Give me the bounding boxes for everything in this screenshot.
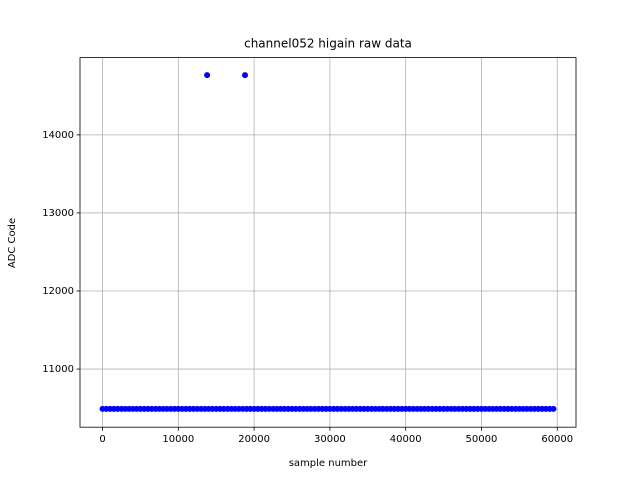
- plot-frame: [79, 57, 577, 428]
- x-tick-label: 60000: [541, 434, 573, 445]
- point: [242, 72, 249, 79]
- y-axis-label: ADC Code: [7, 218, 18, 268]
- y-tick-label: 13000: [42, 208, 74, 219]
- x-tick-label: 20000: [238, 434, 270, 445]
- x-tick-label: 50000: [466, 434, 498, 445]
- x-tick-label: 0: [99, 434, 105, 445]
- x-tick-label: 40000: [390, 434, 422, 445]
- y-tick-label: 14000: [42, 130, 74, 141]
- y-tick-label: 12000: [42, 286, 74, 297]
- x-axis-label: sample number: [289, 458, 368, 469]
- y-tick-label: 11000: [42, 364, 74, 375]
- point: [204, 72, 211, 79]
- point: [550, 405, 557, 412]
- x-tick-label: 30000: [314, 434, 346, 445]
- chart-title: channel052 higain raw data: [244, 37, 412, 51]
- x-tick-label: 10000: [162, 434, 194, 445]
